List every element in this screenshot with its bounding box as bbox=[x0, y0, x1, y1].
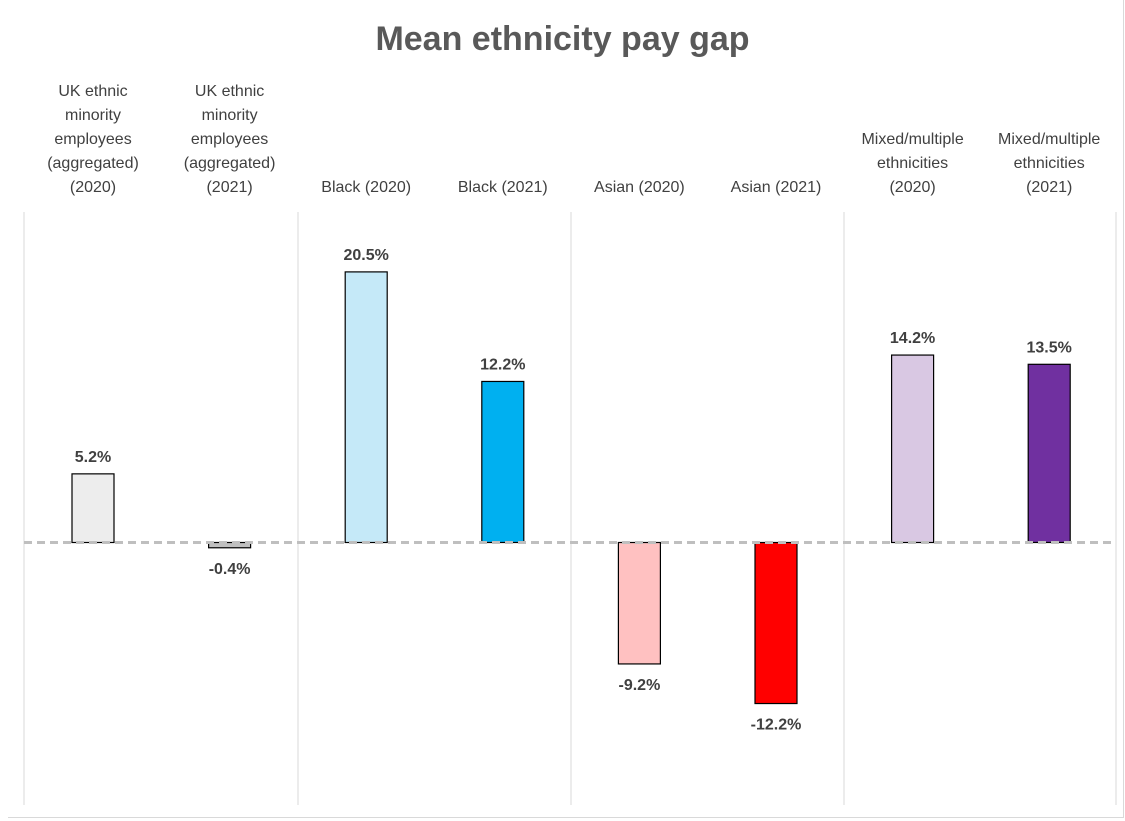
bar bbox=[890, 354, 935, 544]
bar bbox=[617, 541, 662, 665]
data-label: 12.2% bbox=[480, 356, 525, 373]
data-label: 13.5% bbox=[1027, 339, 1072, 356]
category-label: Black (2020) bbox=[321, 179, 412, 196]
data-label: -9.2% bbox=[619, 677, 661, 694]
data-label: -0.4% bbox=[209, 561, 251, 578]
category-label: Asian (2020) bbox=[594, 179, 685, 196]
bar bbox=[208, 541, 252, 549]
chart-frame bbox=[8, 0, 1124, 818]
bar bbox=[344, 271, 388, 544]
data-label: 20.5% bbox=[344, 247, 389, 264]
category-label: UK ethnic minority employees (aggregated… bbox=[183, 83, 276, 196]
bar bbox=[754, 541, 798, 705]
bar bbox=[481, 380, 525, 544]
data-label: 14.2% bbox=[890, 330, 935, 347]
bar bbox=[71, 473, 115, 544]
data-label: 5.2% bbox=[75, 449, 111, 466]
chart-title: Mean ethnicity pay gap bbox=[375, 20, 750, 58]
bar bbox=[1027, 363, 1071, 544]
category-label: Mixed/multiple ethnicities (2020) bbox=[861, 131, 964, 196]
category-label: UK ethnic minority employees (aggregated… bbox=[47, 83, 139, 196]
data-label: -12.2% bbox=[751, 717, 802, 734]
category-label: Mixed/multiple ethnicities (2021) bbox=[998, 131, 1101, 196]
category-label: Black (2021) bbox=[457, 179, 548, 196]
category-label: Asian (2021) bbox=[730, 179, 822, 196]
